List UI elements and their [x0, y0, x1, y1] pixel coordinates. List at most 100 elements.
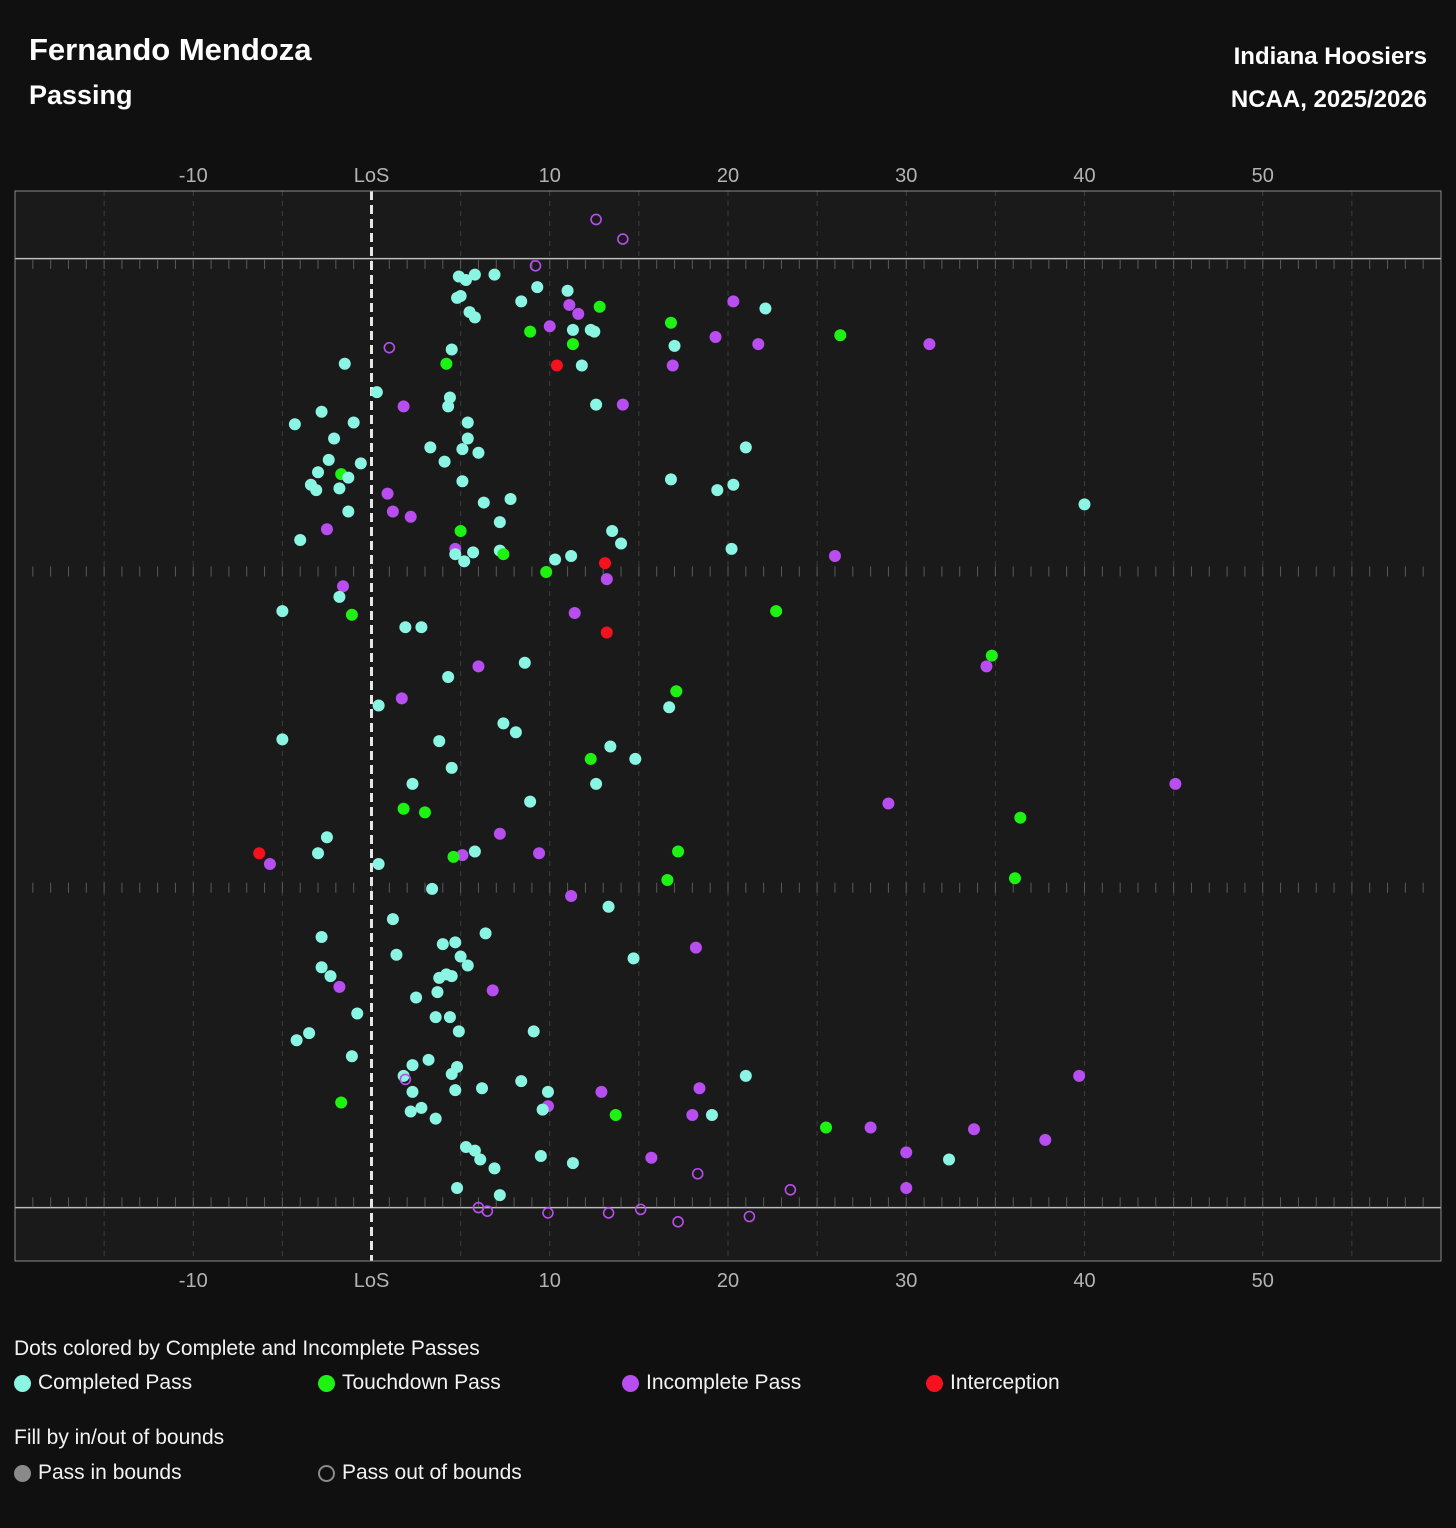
x-tick-label-top: 20	[717, 165, 739, 187]
pass-point	[481, 1205, 494, 1217]
pass-point	[549, 553, 562, 566]
pass-point	[476, 1082, 489, 1095]
pass-point	[595, 1085, 608, 1098]
pass-point	[509, 726, 522, 739]
pass-point	[550, 359, 563, 372]
pass-point	[590, 777, 603, 790]
pass-point	[474, 1153, 487, 1166]
pass-point	[593, 300, 606, 313]
pass-point	[418, 806, 431, 819]
pass-point	[493, 827, 506, 840]
x-tick-label-top: 10	[539, 165, 561, 187]
pass-point	[351, 1007, 364, 1020]
pass-point	[566, 323, 579, 336]
pass-point	[445, 1068, 458, 1081]
pass-point	[253, 847, 266, 860]
pass-point	[333, 590, 346, 603]
pass-point	[315, 961, 328, 974]
pass-point	[486, 984, 499, 997]
pass-point	[320, 831, 333, 844]
pass-point	[727, 295, 740, 308]
pass-point	[459, 274, 472, 287]
pass-point	[310, 484, 323, 497]
pass-point	[561, 284, 574, 297]
pass-point	[452, 1025, 465, 1038]
pass-point	[645, 1151, 658, 1164]
pass-point	[493, 516, 506, 529]
pass-point	[461, 959, 474, 972]
pass-point	[666, 359, 679, 372]
pass-point	[312, 466, 325, 479]
pass-point	[616, 398, 629, 411]
pass-point	[664, 473, 677, 486]
pass-point	[609, 1109, 622, 1122]
pass-point	[404, 510, 417, 523]
page-subtitle: Passing	[29, 80, 133, 110]
pass-point	[468, 311, 481, 324]
pass-point	[333, 980, 346, 993]
pass-point	[315, 930, 328, 943]
touchdown-dot-icon	[318, 1374, 335, 1392]
pass-point	[449, 1084, 462, 1097]
pass-point	[372, 699, 385, 712]
x-tick-label-top: 30	[895, 165, 917, 187]
pass-point	[468, 1144, 481, 1157]
pass-point	[691, 1167, 704, 1180]
pass-point	[584, 752, 597, 765]
pass-point	[533, 847, 546, 860]
pass-point	[276, 605, 289, 618]
pass-point	[461, 432, 474, 445]
pass-point	[294, 533, 307, 546]
pass-point	[1169, 777, 1182, 790]
pass-point	[324, 970, 337, 983]
pass-point	[668, 339, 681, 352]
pass-point	[447, 850, 460, 863]
pass-point	[410, 991, 423, 1004]
pass-point	[342, 505, 355, 518]
pass-point	[312, 847, 325, 860]
pass-point	[629, 752, 642, 765]
legend-label: Pass in bounds	[38, 1461, 182, 1484]
legend-incomplete-pass: Incomplete Pass	[622, 1371, 801, 1395]
pass-point	[440, 357, 453, 370]
x-tick-label-top: 40	[1073, 165, 1095, 187]
pass-point	[335, 1096, 348, 1109]
pass-point	[493, 1189, 506, 1202]
pass-point	[415, 1101, 428, 1114]
pass-point	[672, 845, 685, 858]
legend-label: Incomplete Pass	[646, 1371, 802, 1394]
pass-point	[709, 330, 722, 343]
hollow-dot-icon	[318, 1464, 335, 1482]
pass-point	[604, 740, 617, 753]
pass-point	[739, 441, 752, 454]
pass-point	[354, 457, 367, 470]
pass-point	[449, 548, 462, 561]
pass-point	[449, 936, 462, 949]
pass-point	[602, 900, 615, 913]
pass-point	[443, 1011, 456, 1024]
pass-point	[590, 213, 602, 226]
pass-point	[290, 1034, 303, 1047]
pass-point	[563, 298, 576, 311]
pass-point	[333, 482, 346, 495]
pass-point	[383, 341, 396, 354]
pass-point	[342, 471, 355, 484]
pass-point	[429, 1011, 442, 1024]
pass-point	[315, 405, 328, 418]
pass-point	[445, 343, 458, 356]
pass-point	[531, 281, 544, 294]
legend-pass-in-bounds: Pass in bounds	[14, 1461, 182, 1485]
pass-point	[461, 416, 474, 429]
pass-point	[406, 777, 419, 790]
pass-point	[527, 1025, 540, 1038]
pass-point	[1039, 1133, 1052, 1146]
legend-label: Pass out of bounds	[342, 1461, 522, 1484]
legend-interception: Interception	[926, 1371, 1060, 1395]
pass-point	[541, 1085, 554, 1098]
pass-point	[599, 557, 612, 570]
pass-point	[472, 446, 485, 459]
pass-point	[438, 455, 451, 468]
pass-point	[686, 1109, 699, 1122]
pass-point	[615, 537, 628, 550]
legend-label: Interception	[950, 1371, 1060, 1394]
